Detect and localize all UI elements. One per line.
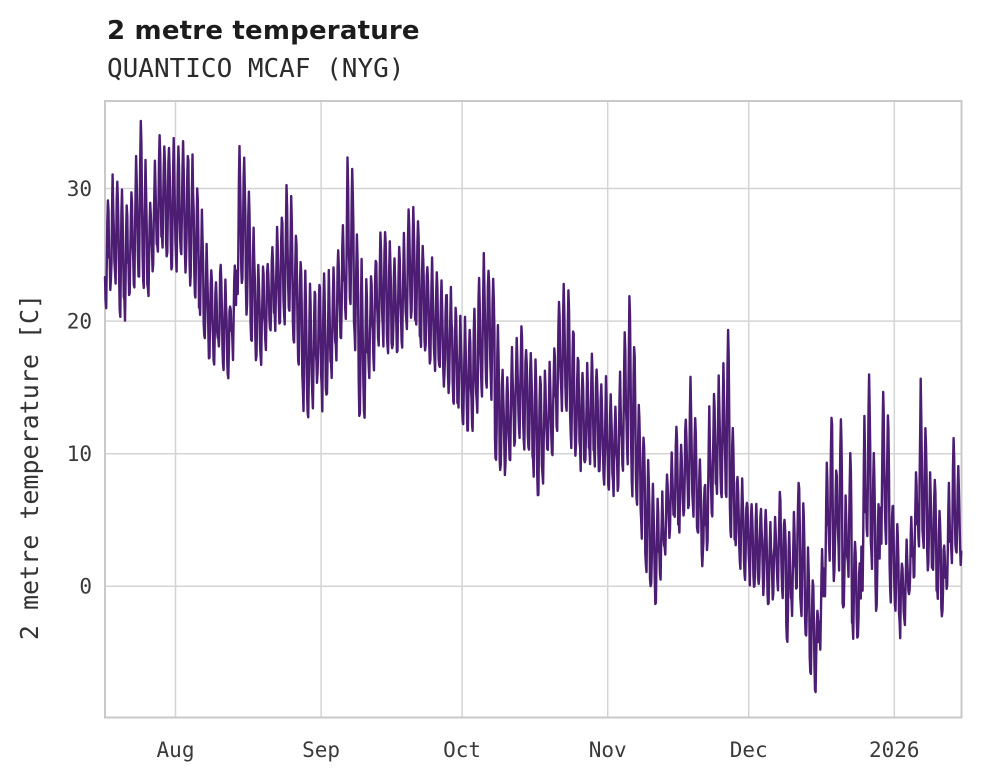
y-tick-label: 20: [67, 310, 92, 334]
x-tick-label: Nov: [589, 738, 627, 762]
temperature-series-line: [103, 119, 963, 694]
page-title: 2 metre temperature: [107, 16, 420, 46]
y-tick-labels: 0 10 20 30: [67, 177, 92, 599]
page-subtitle: QUANTICO MCAF (NYG): [107, 54, 405, 84]
y-tick-label: 10: [67, 442, 92, 466]
x-tick-label: Oct: [443, 738, 481, 762]
temperature-line: [103, 119, 963, 694]
y-tick-label: 30: [67, 177, 92, 201]
x-tick-labels: Aug Sep Oct Nov Dec 2026: [157, 738, 920, 762]
x-tick-label: Sep: [302, 738, 340, 762]
x-tick-label: Aug: [157, 738, 195, 762]
plot-border: [104, 100, 963, 719]
y-tick-label: 0: [79, 575, 92, 599]
x-tick-label: 2026: [869, 738, 920, 762]
y-axis-label: 2 metre temperature [C]: [15, 293, 44, 641]
x-tick-label: Dec: [730, 738, 768, 762]
